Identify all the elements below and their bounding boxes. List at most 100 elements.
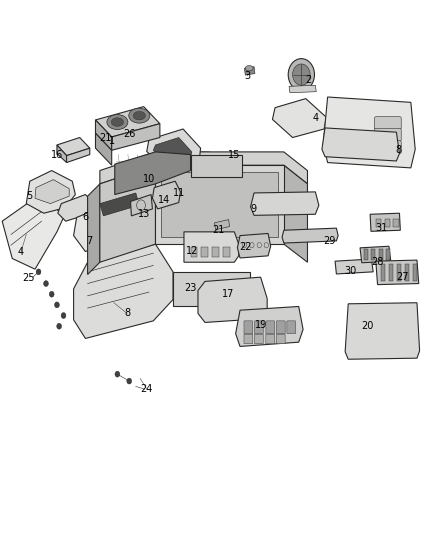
Text: 28: 28 bbox=[371, 257, 384, 267]
Circle shape bbox=[293, 64, 310, 85]
FancyBboxPatch shape bbox=[374, 128, 401, 141]
Text: 11: 11 bbox=[173, 188, 185, 198]
Polygon shape bbox=[251, 192, 319, 215]
Text: 5: 5 bbox=[27, 191, 33, 200]
Bar bbox=[381, 264, 385, 281]
Bar bbox=[371, 249, 375, 260]
Text: 6: 6 bbox=[82, 213, 88, 222]
Polygon shape bbox=[376, 260, 419, 285]
Circle shape bbox=[288, 59, 314, 91]
Polygon shape bbox=[335, 259, 373, 274]
Text: 9: 9 bbox=[250, 204, 256, 214]
Polygon shape bbox=[115, 152, 191, 195]
Bar bbox=[364, 249, 368, 260]
Text: 29: 29 bbox=[323, 236, 336, 246]
Text: 1: 1 bbox=[109, 136, 115, 146]
Text: 21: 21 bbox=[212, 225, 224, 235]
Polygon shape bbox=[360, 246, 391, 263]
FancyBboxPatch shape bbox=[266, 334, 275, 344]
Polygon shape bbox=[67, 148, 90, 163]
Polygon shape bbox=[131, 195, 152, 216]
FancyBboxPatch shape bbox=[244, 334, 253, 344]
Polygon shape bbox=[272, 99, 326, 138]
Polygon shape bbox=[35, 180, 69, 204]
Circle shape bbox=[116, 141, 120, 147]
Polygon shape bbox=[161, 172, 278, 237]
Polygon shape bbox=[323, 97, 415, 168]
Polygon shape bbox=[215, 220, 230, 230]
Bar bbox=[397, 264, 401, 281]
Text: 12: 12 bbox=[186, 246, 198, 255]
Polygon shape bbox=[95, 120, 112, 150]
Bar bbox=[389, 264, 393, 281]
Circle shape bbox=[36, 269, 41, 274]
Ellipse shape bbox=[111, 118, 124, 126]
Polygon shape bbox=[322, 128, 399, 161]
Polygon shape bbox=[244, 67, 255, 75]
Text: 17: 17 bbox=[222, 289, 234, 299]
Text: 19: 19 bbox=[254, 320, 267, 330]
Ellipse shape bbox=[129, 108, 150, 123]
Circle shape bbox=[43, 280, 48, 287]
Polygon shape bbox=[289, 85, 316, 93]
Text: 22: 22 bbox=[239, 242, 251, 252]
FancyBboxPatch shape bbox=[276, 321, 285, 334]
Text: 24: 24 bbox=[141, 384, 153, 394]
Bar bbox=[405, 264, 409, 281]
Circle shape bbox=[115, 371, 120, 377]
Polygon shape bbox=[88, 184, 100, 274]
Polygon shape bbox=[95, 107, 160, 137]
Text: 4: 4 bbox=[312, 114, 318, 123]
Bar bbox=[413, 264, 417, 281]
FancyBboxPatch shape bbox=[276, 334, 285, 344]
Polygon shape bbox=[57, 138, 90, 156]
Bar bbox=[191, 247, 197, 257]
Text: 25: 25 bbox=[22, 273, 35, 283]
Text: 2: 2 bbox=[306, 75, 312, 85]
FancyBboxPatch shape bbox=[374, 117, 401, 130]
Text: 7: 7 bbox=[87, 236, 93, 246]
Text: 16: 16 bbox=[51, 150, 63, 159]
Circle shape bbox=[55, 302, 60, 308]
Circle shape bbox=[108, 130, 115, 139]
Text: 20: 20 bbox=[361, 321, 373, 331]
Ellipse shape bbox=[133, 111, 145, 120]
Text: 30: 30 bbox=[344, 266, 357, 276]
Text: 15: 15 bbox=[228, 150, 240, 159]
FancyBboxPatch shape bbox=[266, 321, 275, 334]
Bar bbox=[223, 247, 230, 257]
Polygon shape bbox=[152, 181, 180, 209]
Polygon shape bbox=[173, 272, 250, 306]
Polygon shape bbox=[58, 195, 94, 221]
Polygon shape bbox=[184, 232, 239, 262]
Polygon shape bbox=[74, 244, 173, 338]
Bar bbox=[385, 219, 390, 227]
Circle shape bbox=[61, 312, 66, 318]
Text: 4: 4 bbox=[18, 247, 24, 256]
Polygon shape bbox=[100, 193, 139, 216]
Text: 13: 13 bbox=[138, 209, 151, 219]
FancyBboxPatch shape bbox=[287, 321, 296, 334]
Polygon shape bbox=[237, 233, 271, 258]
Polygon shape bbox=[236, 306, 303, 346]
Polygon shape bbox=[2, 192, 64, 269]
FancyBboxPatch shape bbox=[254, 321, 263, 334]
Bar bbox=[393, 219, 399, 227]
Polygon shape bbox=[370, 213, 400, 231]
Text: 31: 31 bbox=[375, 223, 387, 233]
Text: 14: 14 bbox=[158, 195, 170, 205]
Polygon shape bbox=[112, 124, 160, 150]
Polygon shape bbox=[191, 155, 242, 177]
FancyBboxPatch shape bbox=[254, 334, 263, 344]
Polygon shape bbox=[153, 138, 192, 164]
Polygon shape bbox=[95, 133, 112, 165]
Polygon shape bbox=[57, 145, 67, 163]
Text: 23: 23 bbox=[184, 283, 197, 293]
FancyBboxPatch shape bbox=[244, 321, 253, 334]
Polygon shape bbox=[282, 228, 338, 243]
Circle shape bbox=[57, 323, 61, 329]
Ellipse shape bbox=[245, 66, 253, 71]
Text: 3: 3 bbox=[244, 71, 251, 80]
Circle shape bbox=[127, 378, 131, 384]
Polygon shape bbox=[26, 171, 75, 213]
